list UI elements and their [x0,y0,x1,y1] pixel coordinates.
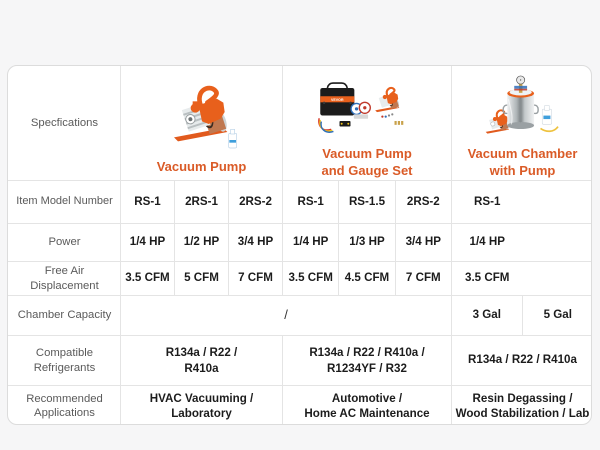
svg-text:VEVOR: VEVOR [331,98,344,102]
